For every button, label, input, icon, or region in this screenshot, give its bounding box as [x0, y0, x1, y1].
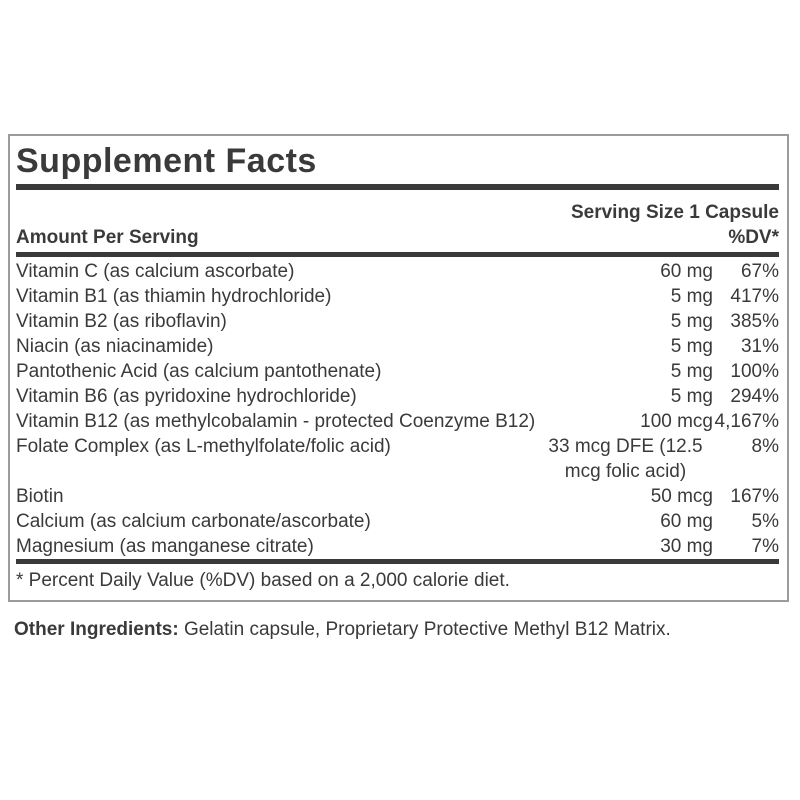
amount-per-serving-header: Amount Per Serving [16, 227, 199, 248]
nutrient-name: Pantothenic Acid (as calcium pantothenat… [16, 361, 382, 382]
nutrient-name: Folate Complex (as L-methylfolate/folic … [16, 436, 391, 457]
other-ingredients-label: Other Ingredients: [14, 619, 179, 640]
nutrient-dv: 67% [740, 261, 779, 282]
footnote-divider [16, 559, 779, 564]
table-row: Vitamin C (as calcium ascorbate) 60 mg 6… [16, 259, 779, 284]
table-row: Vitamin B6 (as pyridoxine hydrochloride)… [16, 384, 779, 409]
nutrient-amount: 60 mg [660, 511, 713, 532]
panel-title: Supplement Facts [16, 142, 317, 180]
nutrient-dv: 5% [751, 511, 779, 532]
table-row: Vitamin B12 (as methylcobalamin - protec… [16, 409, 779, 434]
nutrient-name: Calcium (as calcium carbonate/ascorbate) [16, 511, 371, 532]
nutrient-amount: 5 mg [670, 311, 713, 332]
column-headers: Amount Per Serving %DV* [16, 226, 779, 249]
nutrient-dv: 167% [730, 486, 779, 507]
table-row: Vitamin B1 (as thiamin hydrochloride) 5 … [16, 284, 779, 309]
table-row: Pantothenic Acid (as calcium pantothenat… [16, 359, 779, 384]
table-row: Calcium (as calcium carbonate/ascorbate)… [16, 509, 779, 534]
nutrient-amount: 30 mg [660, 536, 713, 557]
nutrient-amount: 100 mcg [640, 411, 713, 432]
nutrient-name: Vitamin B1 (as thiamin hydrochloride) [16, 286, 332, 307]
nutrient-name: Magnesium (as manganese citrate) [16, 536, 314, 557]
nutrient-amount: 5 mg [670, 386, 713, 407]
nutrient-table: Vitamin C (as calcium ascorbate) 60 mg 6… [16, 259, 779, 559]
dv-footnote: * Percent Daily Value (%DV) based on a 2… [16, 570, 510, 591]
nutrient-dv: 294% [730, 386, 779, 407]
other-ingredients-line: Other Ingredients: Gelatin capsule, Prop… [14, 618, 671, 642]
nutrient-amount: 5 mg [670, 336, 713, 357]
other-ingredients-text: Gelatin capsule, Proprietary Protective … [178, 619, 671, 640]
nutrient-dv: 31% [740, 336, 779, 357]
dv-header: %DV* [728, 227, 779, 248]
nutrient-amount: 50 mcg [650, 486, 713, 507]
nutrient-name: Biotin [16, 486, 64, 507]
nutrient-name: Vitamin B12 (as methylcobalamin - protec… [16, 411, 536, 432]
table-row: Magnesium (as manganese citrate) 30 mg 7… [16, 534, 779, 559]
nutrient-dv: 7% [751, 536, 779, 557]
nutrient-dv: 100% [730, 361, 779, 382]
nutrient-amount: 60 mg [660, 261, 713, 282]
nutrient-dv: 385% [730, 311, 779, 332]
nutrient-name: Vitamin C (as calcium ascorbate) [16, 261, 295, 282]
nutrient-dv: 8% [751, 436, 779, 457]
nutrient-name: Vitamin B2 (as riboflavin) [16, 311, 227, 332]
nutrient-name: Niacin (as niacinamide) [16, 336, 214, 357]
nutrient-amount: 5 mg [670, 361, 713, 382]
supplement-facts-panel: Supplement Facts Serving Size 1 Capsule … [8, 134, 789, 602]
nutrient-amount: 33 mcg DFE (12.5 mcg folic acid) [548, 436, 703, 482]
nutrient-name: Vitamin B6 (as pyridoxine hydrochloride) [16, 386, 357, 407]
table-row: Biotin 50 mcg 167% [16, 484, 779, 509]
title-divider [16, 184, 779, 190]
nutrient-dv: 417% [730, 286, 779, 307]
nutrient-dv: 4,167% [714, 411, 779, 432]
header-divider [16, 252, 779, 257]
table-row: Folate Complex (as L-methylfolate/folic … [16, 434, 779, 484]
table-row: Vitamin B2 (as riboflavin) 5 mg 385% [16, 309, 779, 334]
serving-size: Serving Size 1 Capsule [570, 202, 779, 223]
table-row: Niacin (as niacinamide) 5 mg 31% [16, 334, 779, 359]
nutrient-amount: 5 mg [670, 286, 713, 307]
